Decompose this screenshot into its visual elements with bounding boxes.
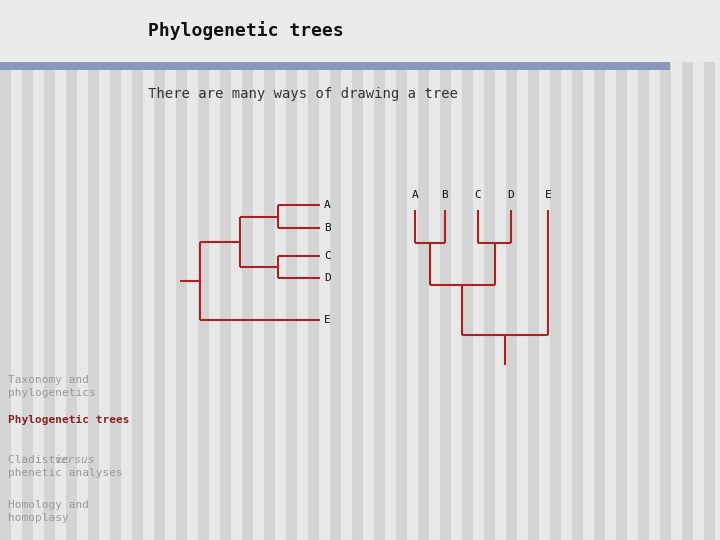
Text: D: D: [508, 190, 514, 200]
Text: Cladistic: Cladistic: [8, 455, 76, 465]
Bar: [88, 0, 99, 540]
Bar: [528, 0, 539, 540]
Bar: [22, 0, 33, 540]
Bar: [704, 0, 715, 540]
Text: phenetic analyses: phenetic analyses: [8, 468, 122, 478]
Bar: [506, 0, 517, 540]
Bar: [308, 0, 319, 540]
Text: E: E: [544, 190, 552, 200]
Text: Taxonomy and
phylogenetics: Taxonomy and phylogenetics: [8, 375, 96, 398]
Bar: [264, 0, 275, 540]
Bar: [242, 0, 253, 540]
Bar: [110, 0, 121, 540]
Text: There are many ways of drawing a tree: There are many ways of drawing a tree: [148, 87, 458, 101]
Bar: [440, 0, 451, 540]
Bar: [572, 0, 583, 540]
Bar: [352, 0, 363, 540]
Text: Phylogenetic trees: Phylogenetic trees: [8, 415, 130, 425]
Text: Homology and
homoplasy: Homology and homoplasy: [8, 500, 89, 523]
Bar: [44, 0, 55, 540]
Text: Phylogenetic trees: Phylogenetic trees: [148, 22, 343, 40]
Bar: [220, 0, 231, 540]
Bar: [638, 0, 649, 540]
Text: B: B: [324, 223, 330, 233]
Bar: [682, 0, 693, 540]
Text: C: C: [474, 190, 482, 200]
Bar: [198, 0, 209, 540]
Bar: [0, 0, 11, 540]
Text: C: C: [324, 251, 330, 261]
Text: E: E: [324, 315, 330, 325]
Text: A: A: [324, 200, 330, 210]
Bar: [330, 0, 341, 540]
Text: versus: versus: [54, 455, 94, 465]
Bar: [374, 0, 385, 540]
Bar: [616, 0, 627, 540]
Bar: [176, 0, 187, 540]
Bar: [462, 0, 473, 540]
Text: B: B: [441, 190, 449, 200]
Bar: [660, 0, 671, 540]
Bar: [0, 62, 670, 70]
Text: D: D: [324, 273, 330, 283]
Bar: [154, 0, 165, 540]
Bar: [418, 0, 429, 540]
Bar: [396, 0, 407, 540]
Bar: [484, 0, 495, 540]
Bar: [286, 0, 297, 540]
Bar: [550, 0, 561, 540]
Bar: [0, 0, 720, 62]
Bar: [132, 0, 143, 540]
Bar: [594, 0, 605, 540]
Bar: [66, 0, 77, 540]
Text: A: A: [412, 190, 418, 200]
